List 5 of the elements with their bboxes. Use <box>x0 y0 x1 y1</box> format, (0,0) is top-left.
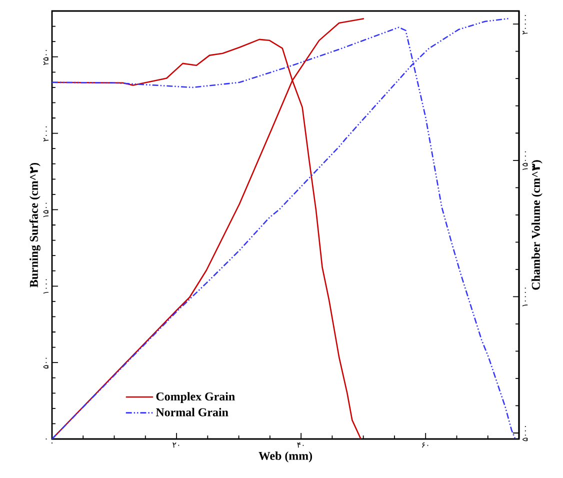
legend-label: Normal Grain <box>156 408 228 416</box>
legend-label: Complex Grain <box>156 392 235 403</box>
y2-axis-title: Chamber Volume (cm^۳) <box>532 160 542 290</box>
x-axis-title: Web (mm) <box>258 451 312 462</box>
y-axis-title: Burning Surface (cm^۲) <box>29 162 40 288</box>
